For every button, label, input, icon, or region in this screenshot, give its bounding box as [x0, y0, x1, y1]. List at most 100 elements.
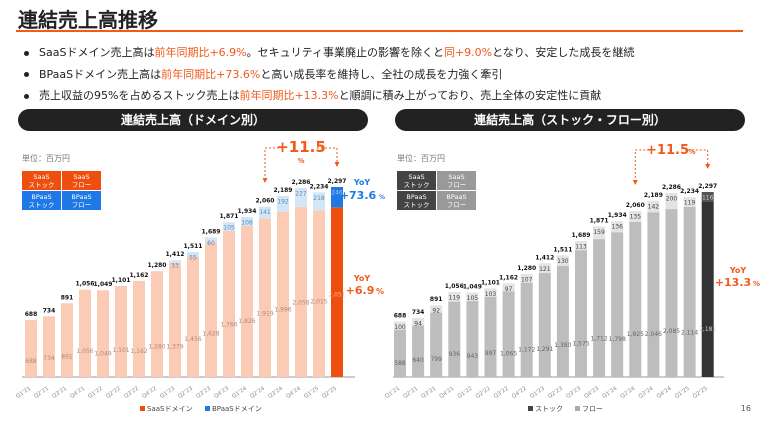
bar-bottom-segment [484, 296, 497, 377]
yoy-label: YoY [353, 274, 371, 283]
data-label: 2,085 [663, 328, 680, 335]
data-label: 1,162 [130, 348, 147, 355]
bar-bottom-segment [502, 291, 515, 377]
x-tick-label: Q2'24 [249, 385, 266, 400]
x-tick-label: Q3'22 [493, 386, 510, 400]
yoy-value-stock: +13.3 [715, 276, 751, 289]
total-label: 2,234 [310, 183, 329, 190]
yoy-value-bpaas: +73.6 [340, 189, 377, 202]
x-tick-label: Q3'24 [267, 385, 284, 400]
bar-bottom-segment [43, 316, 55, 377]
legend-swatch [140, 406, 145, 411]
data-label: 94 [414, 320, 422, 327]
data-label: 92 [432, 308, 440, 315]
data-label: 997 [485, 350, 497, 357]
data-label: 113 [575, 244, 587, 251]
bar-bottom-segment [556, 265, 569, 377]
page-number: 16 [740, 404, 751, 413]
total-label: 891 [430, 296, 443, 303]
total-label: 688 [25, 311, 38, 318]
bar-top-segment [665, 192, 678, 210]
bar-bottom-segment [241, 225, 253, 377]
x-tick-label: Q2'21 [33, 386, 50, 400]
data-label: 1,172 [518, 346, 535, 353]
data-label: 1,826 [238, 318, 255, 325]
legend-box-saas-stock: SaaS ストック [22, 171, 61, 190]
bar-bottom-segment [277, 211, 289, 377]
data-label: 1,379 [166, 343, 183, 350]
bar-bottom-segment [538, 273, 551, 377]
bar-top-segment [223, 222, 235, 231]
growth-bracket [264, 147, 338, 180]
data-label: 60 [207, 240, 215, 247]
chart-title-stock-flow: 連結売上高（ストック・フロー別） [395, 109, 745, 131]
bar-bottom-segment [25, 320, 37, 377]
x-tick-label: Q3'23 [195, 385, 212, 400]
bullet-text: 売上収益の95%を占めるストック売上は [39, 89, 240, 102]
total-label: 891 [61, 294, 74, 301]
total-label: 2,060 [256, 198, 275, 205]
total-label: 1,162 [499, 274, 518, 281]
data-label: 734 [43, 355, 55, 362]
yoy-unit: % [753, 280, 760, 288]
bar-top-segment [430, 305, 443, 313]
arrow-down-icon [632, 164, 711, 185]
bullet-text: BPaaSドメイン売上高は [39, 67, 162, 81]
legend-label: フロー [582, 405, 603, 413]
data-label: 141 [259, 209, 271, 216]
bar-bottom-segment [412, 325, 425, 377]
bar-bottom-segment [151, 271, 163, 377]
data-label: 116 [702, 195, 714, 202]
total-label: 1,049 [463, 284, 482, 291]
data-label: 2,015 [310, 298, 327, 305]
bar-bottom-segment [665, 209, 678, 377]
x-tick-label: Q1'24 [602, 385, 619, 400]
total-label: 1,280 [148, 262, 167, 269]
total-label: 1,101 [481, 279, 500, 286]
bar-bottom-segment [187, 256, 199, 377]
x-tick-label: Q4'24 [285, 385, 302, 400]
data-label: 135 [630, 214, 642, 221]
bar-bottom-segment [629, 221, 642, 377]
x-tick-label: Q1'22 [457, 386, 474, 400]
bar-bottom-segment [115, 285, 127, 377]
total-label: 1,162 [130, 272, 149, 279]
legend-box-saas-flow: SaaS フロー [437, 171, 476, 190]
total-label: 734 [43, 307, 56, 314]
data-label: 119 [684, 200, 696, 207]
bar-top-segment [259, 206, 271, 219]
bar-bottom-segment [520, 282, 533, 377]
bar-top-segment [187, 252, 199, 257]
legend-label: BPaaSドメイン [212, 405, 262, 413]
bar-bottom-segment [295, 206, 307, 377]
x-tick-label: Q1'25 [674, 385, 691, 400]
total-label: 1,871 [220, 213, 239, 220]
data-label: 105 [467, 295, 479, 302]
data-label: 1,628 [202, 330, 219, 337]
data-label: 1,049 [94, 350, 111, 357]
data-label: 100 [394, 324, 406, 331]
x-tick-label: Q1'23 [529, 385, 546, 400]
total-label: 1,934 [608, 212, 627, 219]
bar-bottom-segment [647, 212, 660, 377]
x-tick-label: Q4'21 [69, 386, 86, 400]
data-label: 200 [666, 195, 678, 202]
data-label: 588 [394, 360, 406, 367]
data-label: 121 [539, 266, 551, 273]
data-label: 192 [277, 199, 289, 206]
bar-bottom-segment [61, 303, 73, 377]
bar-top-segment [484, 288, 497, 297]
x-tick-label: Q1'23 [159, 385, 176, 400]
total-label: 1,049 [94, 281, 113, 288]
growth-unit: % [297, 157, 304, 165]
x-tick-label: Q3'21 [421, 386, 438, 400]
total-label: 688 [394, 313, 407, 320]
bar-top-segment [701, 192, 714, 202]
total-label: 2,286 [292, 179, 311, 186]
data-label: 2,046 [645, 331, 662, 338]
legend-box-bpaas-stock: BPaaS ストック [22, 191, 61, 210]
bullet-text: となり、安定した成長を継続 [492, 46, 635, 59]
data-label: 1,380 [554, 342, 571, 349]
total-label: 1,101 [112, 277, 131, 284]
growth-annotation: +11.5 [646, 143, 689, 158]
